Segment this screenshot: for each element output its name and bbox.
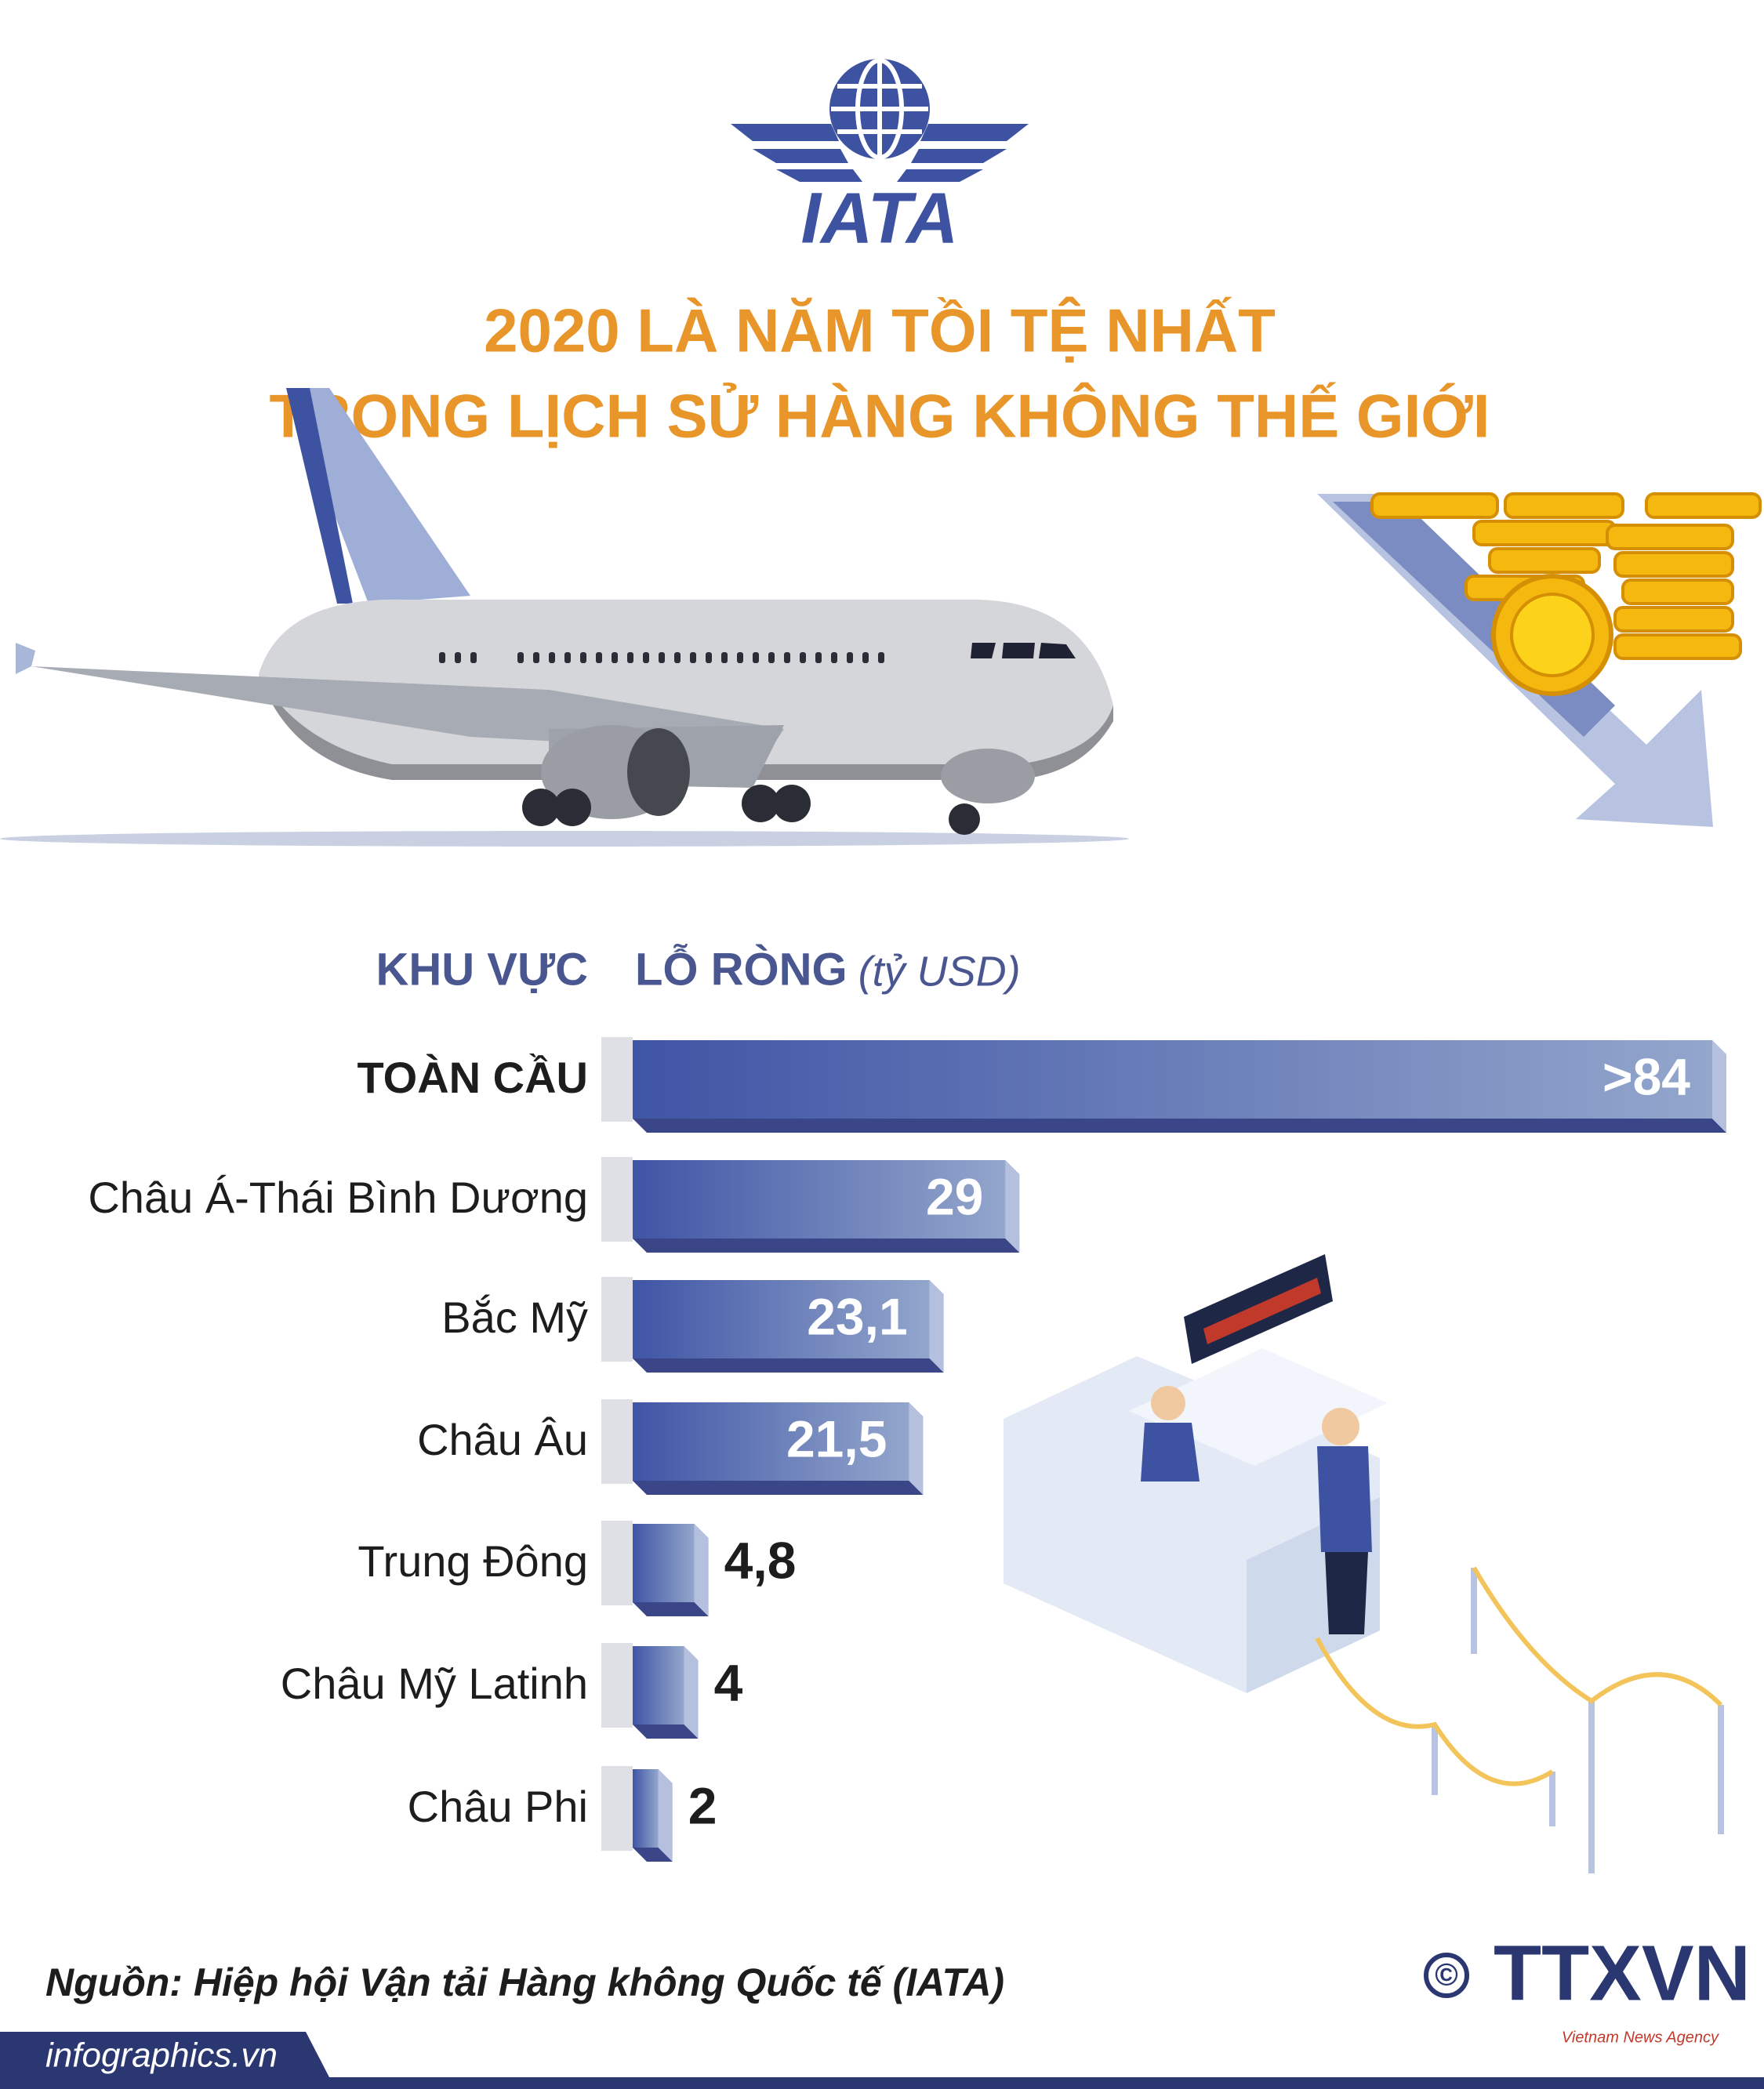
bar	[633, 1040, 1712, 1119]
bar-shadow	[601, 1157, 633, 1242]
bar	[633, 1524, 695, 1602]
window	[878, 652, 884, 663]
category-label: Châu Phi	[408, 1782, 588, 1831]
logo-text: IATA	[801, 178, 959, 258]
window	[596, 652, 602, 663]
window	[659, 652, 665, 663]
bar	[633, 1402, 909, 1481]
source: Nguồn: Hiệp hội Vận tải Hàng không Quốc …	[45, 1960, 1004, 2004]
window	[815, 652, 822, 663]
category-label: Châu Mỹ Latinh	[281, 1659, 588, 1708]
window	[612, 652, 618, 663]
bar	[633, 1160, 1006, 1239]
title-line: 2020 LÀ NĂM TỒI TỆ NHẤT	[484, 296, 1276, 365]
logo: IATA	[731, 58, 1029, 258]
agency-sub: Vietnam News Agency	[1562, 2029, 1719, 2046]
value-label: 4	[714, 1653, 743, 1711]
category-label: TOÀN CẦU	[357, 1053, 588, 1102]
value-label: 21,5	[786, 1409, 887, 1467]
bar-edge	[929, 1280, 944, 1373]
window	[690, 652, 696, 663]
window	[706, 652, 712, 663]
bar-chart: >84 TOÀN CẦU 29 Châu Á-Thái Bình Dương 23,1 B…	[88, 1037, 1726, 1862]
footer-band	[0, 2032, 1764, 2089]
checkin-illustration	[1004, 1254, 1724, 1873]
agency-logo: © TTXVN Vietnam News Agency	[1424, 1929, 1751, 2046]
bar-edge	[909, 1402, 924, 1495]
bar-edge	[633, 1602, 709, 1616]
airplane-illustration	[0, 388, 1129, 847]
window	[533, 652, 539, 663]
window	[800, 652, 806, 663]
bar-edge	[658, 1769, 673, 1862]
window	[564, 652, 571, 663]
window	[721, 652, 728, 663]
value-label: 2	[688, 1776, 717, 1834]
value-label: 29	[926, 1167, 983, 1225]
window	[549, 652, 555, 663]
window	[847, 652, 853, 663]
bar-edge	[633, 1358, 944, 1373]
window	[627, 652, 633, 663]
bar-edge	[1005, 1160, 1020, 1253]
bar-edge	[684, 1646, 699, 1739]
window	[455, 652, 461, 663]
window	[831, 652, 837, 663]
category-label: Bắc Mỹ	[441, 1293, 588, 1342]
bar-edge	[633, 1119, 1726, 1133]
bar	[633, 1769, 659, 1848]
bar-edge	[633, 1239, 1020, 1253]
category-label: Trung Đông	[358, 1536, 588, 1586]
window	[580, 652, 586, 663]
bar-edge	[1712, 1040, 1726, 1133]
window	[517, 652, 524, 663]
site: infographics.vn	[45, 2036, 278, 2075]
bar-shadow	[601, 1399, 633, 1484]
window	[643, 652, 649, 663]
bar-edge	[694, 1524, 709, 1616]
bar	[633, 1646, 684, 1725]
bar-shadow	[601, 1521, 633, 1605]
value-header: LỖ RÒNG	[635, 944, 848, 995]
coins-illustration	[1317, 492, 1762, 827]
window	[674, 652, 681, 663]
category-header: KHU VỰC	[376, 944, 588, 995]
window	[737, 652, 743, 663]
bar-edge	[633, 1848, 673, 1862]
agency: TTXVN	[1494, 1929, 1751, 2017]
bar-edge	[633, 1725, 699, 1739]
window	[753, 652, 759, 663]
window	[784, 652, 790, 663]
window	[768, 652, 775, 663]
window	[470, 652, 477, 663]
category-label: Châu Âu	[417, 1415, 588, 1464]
bar-shadow	[601, 1037, 633, 1122]
window	[439, 652, 445, 663]
bar-shadow	[601, 1277, 633, 1362]
bar	[633, 1280, 930, 1358]
bar-shadow	[601, 1766, 633, 1851]
unit-label: (tỷ USD)	[858, 948, 1021, 995]
value-label: 4,8	[724, 1531, 797, 1589]
title-line: TRONG LỊCH SỬ HÀNG KHÔNG THẾ GIỚI	[270, 382, 1490, 451]
bar-shadow	[601, 1643, 633, 1728]
window	[862, 652, 869, 663]
bar-edge	[633, 1481, 924, 1495]
category-label: Châu Á-Thái Bình Dương	[88, 1173, 588, 1222]
copyright: ©	[1435, 1958, 1457, 1993]
value-label: >84	[1602, 1047, 1690, 1105]
value-label: 23,1	[807, 1287, 907, 1345]
